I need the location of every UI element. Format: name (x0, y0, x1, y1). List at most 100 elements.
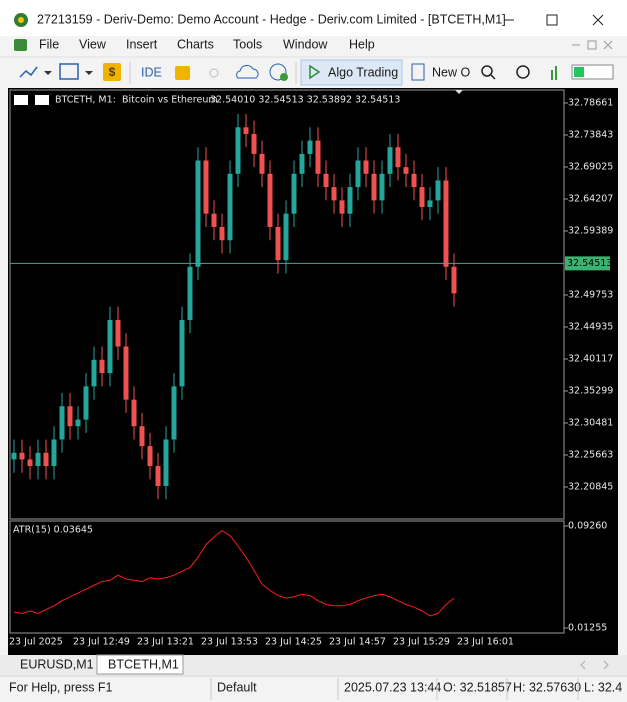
vps-plus (280, 73, 288, 81)
atr-line (13, 529, 455, 617)
candle-body (211, 213, 217, 227)
x-tick-label: 23 Jul 13:21 (137, 637, 194, 648)
status-bar: For Help, press F1 Default 2025.07.23 13:4… (9, 678, 622, 700)
candle-body (435, 180, 441, 201)
candle-body (283, 213, 289, 261)
status-field: Default (217, 680, 257, 694)
maximize-button[interactable] (546, 14, 558, 26)
y-tick-label: 32.25663 (568, 450, 613, 461)
new-order-icon[interactable] (411, 63, 425, 81)
candle-body (395, 147, 401, 168)
search-icon[interactable] (481, 65, 493, 77)
candle-body (27, 459, 33, 467)
y-tick-label: 32.49753 (568, 290, 613, 301)
chart-symbol: BTCETH, M1: (55, 95, 116, 106)
chart-type-icon[interactable] (19, 66, 38, 78)
candle-body (339, 200, 345, 214)
signals-icon[interactable] (103, 63, 121, 81)
candle-body (331, 187, 337, 201)
ide-button[interactable]: IDE (141, 65, 162, 79)
candle-body (387, 147, 393, 174)
close-button[interactable] (592, 14, 604, 26)
candle-body (403, 167, 409, 174)
vps-icon[interactable] (269, 63, 287, 81)
atr-pane (9, 520, 565, 634)
candle-body (67, 406, 73, 427)
y-tick-label: 32.30481 (568, 418, 613, 429)
candle-body (251, 133, 257, 154)
menu-item[interactable]: View (79, 37, 107, 51)
mdi-controls[interactable] (572, 40, 613, 50)
candle-body (131, 399, 137, 427)
tab-bar (0, 655, 627, 675)
title-bar (0, 0, 627, 36)
window-title: 27213159 - Deriv-Demo: Demo Account - He… (37, 12, 506, 26)
candle-body (363, 160, 369, 174)
candle-body (11, 452, 17, 460)
atr-title: ATR(15) 0.03645 (13, 525, 93, 536)
candle-body (307, 140, 313, 154)
app-icon-dot (18, 17, 24, 23)
candle-body (43, 452, 49, 467)
tab-scroll[interactable] (580, 660, 609, 670)
dropdown-arrow[interactable] (44, 71, 52, 75)
new-order-label[interactable]: New O (432, 65, 470, 79)
candle-body (187, 266, 193, 320)
status-field: For Help, press F1 (9, 680, 113, 694)
signal-icon[interactable] (209, 68, 219, 78)
candle-body (139, 426, 145, 447)
account-icon[interactable] (516, 65, 530, 79)
y-tick-label: 32.20845 (568, 482, 613, 493)
indicators-icon[interactable] (59, 63, 79, 80)
status-field: L: 32.4 (584, 680, 622, 694)
x-tick-label: 23 Jul 14:57 (329, 637, 386, 648)
price-pane (9, 89, 565, 520)
y-tick-label: 32.59389 (568, 226, 613, 237)
menu-item[interactable]: File (39, 37, 59, 51)
menu-item[interactable]: Charts (177, 37, 214, 51)
algo-trading-label: Algo Trading (328, 65, 398, 79)
play-icon (309, 64, 321, 80)
candle-body (451, 266, 457, 294)
dollar-glyph: $ (109, 65, 116, 79)
candle-body (243, 127, 249, 134)
chart-description: Bitcoin vs Ethereum (122, 95, 218, 106)
shift-marker (455, 90, 463, 94)
candle-body (123, 346, 129, 400)
active-tab[interactable] (96, 654, 184, 675)
candle-body (291, 173, 297, 214)
menu-item[interactable]: Insert (126, 37, 158, 51)
dropdown-arrow[interactable] (85, 71, 93, 75)
candle-body (355, 160, 361, 188)
candle-body (19, 452, 25, 460)
candle-body (299, 153, 305, 174)
x-tick-label: 23 Jul 14:25 (265, 637, 322, 648)
menu-item[interactable]: Tools (233, 37, 262, 51)
tab[interactable]: BTCETH,M1 (108, 657, 179, 671)
battery-level (574, 67, 584, 77)
candle-body (179, 319, 185, 387)
y-tick-label: 32.64207 (568, 194, 613, 205)
menu-item[interactable]: Window (283, 37, 328, 51)
menu-item[interactable]: Help (349, 37, 375, 51)
cloud-icon[interactable] (236, 64, 259, 79)
candle-body (227, 173, 233, 241)
x-tick-label: 23 Jul 15:29 (393, 637, 450, 648)
tab[interactable]: EURUSD,M1 (20, 657, 94, 671)
status-field: H: 32.57630 (513, 680, 581, 694)
candle-body (259, 153, 265, 174)
x-tick-label: 23 Jul 16:01 (457, 637, 514, 648)
y-tick-label: 32.73843 (568, 129, 613, 140)
candle-body (147, 446, 153, 467)
candle-body (419, 187, 425, 208)
candle-body (195, 160, 201, 267)
candle-body (411, 173, 417, 188)
market-icon[interactable] (175, 66, 190, 80)
candle-body (51, 439, 57, 467)
candle-body (203, 160, 209, 214)
chart-icon (14, 95, 28, 105)
candle-body (427, 200, 433, 208)
candle-body (107, 319, 113, 374)
candle-body (83, 386, 89, 420)
